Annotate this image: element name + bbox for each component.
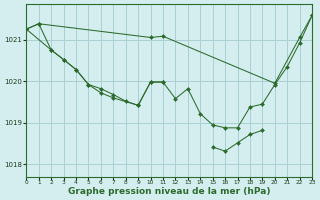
X-axis label: Graphe pression niveau de la mer (hPa): Graphe pression niveau de la mer (hPa) [68, 187, 270, 196]
